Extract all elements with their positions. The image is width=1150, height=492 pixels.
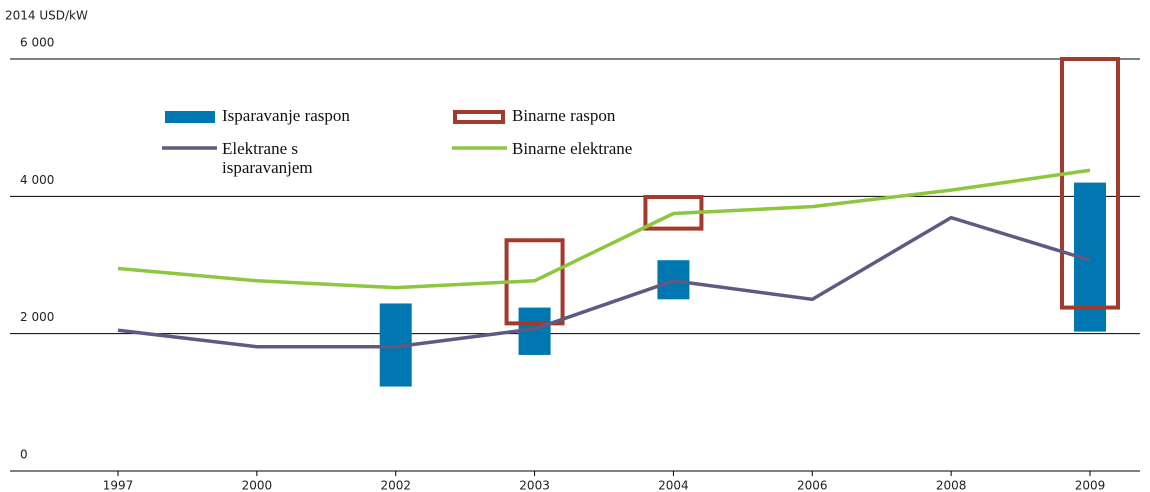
line-series (117, 168, 1091, 290)
y-tick-label: 2 000 (20, 310, 54, 324)
y-tick-label: 4 000 (20, 173, 54, 187)
y-tick-label: 0 (20, 448, 28, 462)
x-tick-label: 2006 (797, 479, 828, 492)
x-tick-label: 2004 (658, 479, 689, 492)
legend-label: Isparavanje raspon (222, 106, 350, 125)
legend-swatch (165, 111, 215, 123)
legend-swatch (453, 110, 505, 124)
line-series (117, 215, 1091, 349)
y-axis-title: 2014 USD/kW (5, 9, 88, 23)
legend-label: Elektrane s isparavanjem (222, 139, 313, 177)
x-tick-label: 2008 (936, 479, 967, 492)
range-box (1060, 57, 1120, 310)
legend-label: Binarne raspon (512, 106, 616, 125)
x-tick-label: 1997 (103, 479, 134, 492)
x-tick-label: 2002 (380, 479, 411, 492)
x-tick-label: 2009 (1075, 479, 1106, 492)
y-tick-label: 6 000 (20, 36, 54, 50)
legend-label: Binarne elektrane (512, 139, 633, 158)
x-tick-label: 2000 (242, 479, 273, 492)
x-tick-label: 2003 (519, 479, 550, 492)
